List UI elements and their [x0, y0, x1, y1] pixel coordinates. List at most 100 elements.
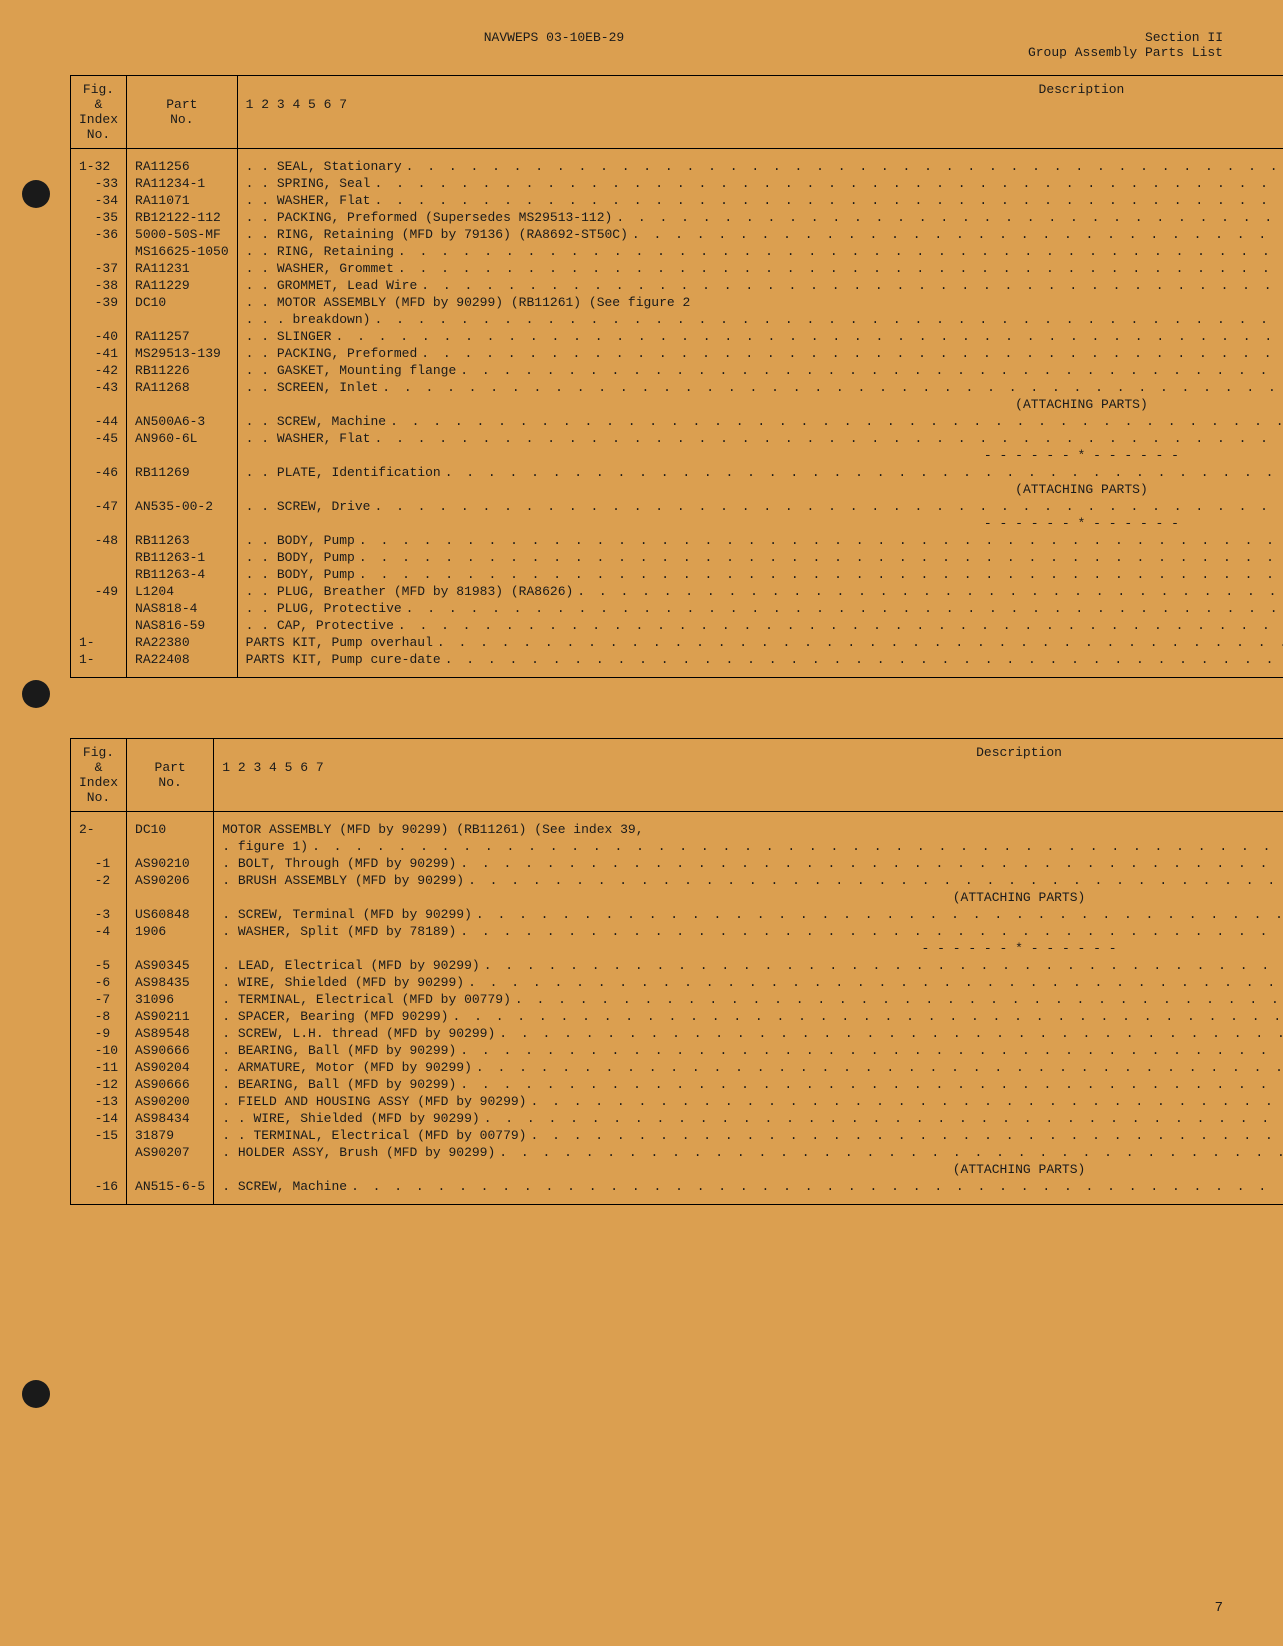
- description-cell: . . SLINGER . . . . . . . . . . . . . . …: [237, 328, 1283, 345]
- table-row: . figure 1) . . . . . . . . . . . . . . …: [71, 838, 1283, 855]
- table-row: -48RB11263. . BODY, Pump . . . . . . . .…: [71, 532, 1283, 549]
- parts-table-2: Fig. &IndexNo.PartNo.Description1 2 3 4 …: [70, 738, 1283, 1205]
- description-cell: . . PLUG, Protective . . . . . . . . . .…: [237, 600, 1283, 617]
- table-row: RB11263-4. . BODY, Pump . . . . . . . . …: [71, 566, 1283, 583]
- table-row: -3US60848. SCREW, Terminal (MFD by 90299…: [71, 906, 1283, 923]
- part-cell: L1204: [127, 583, 238, 600]
- page-header: NAVWEPS 03-10EB-29 Section II Group Asse…: [70, 30, 1233, 60]
- index-cell: -7: [71, 991, 127, 1008]
- part-cell: AS90200: [127, 1093, 214, 1110]
- part-cell: DC10: [127, 812, 214, 839]
- part-cell: AN535-00-2: [127, 498, 238, 515]
- part-cell: [127, 396, 238, 413]
- part-cell: AS90204: [127, 1059, 214, 1076]
- description-cell: . ARMATURE, Motor (MFD by 90299) . . . .…: [214, 1059, 1283, 1076]
- part-cell: AS98435: [127, 974, 214, 991]
- table-row: -46RB11269. . PLATE, Identification . . …: [71, 464, 1283, 481]
- table-row: (ATTACHING PARTS): [71, 481, 1283, 498]
- punch-hole: [22, 680, 50, 708]
- part-cell: RB11263-4: [127, 566, 238, 583]
- subtitle-label: Group Assembly Parts List: [1028, 45, 1223, 60]
- description-cell: - - - - - - * - - - - - -: [237, 515, 1283, 532]
- part-cell: RA22380: [127, 634, 238, 651]
- table-row: MS16625-1050. . RING, Retaining . . . . …: [71, 243, 1283, 260]
- part-cell: AN960-6L: [127, 430, 238, 447]
- part-cell: US60848: [127, 906, 214, 923]
- table-row: -41906. WASHER, Split (MFD by 78189) . .…: [71, 923, 1283, 940]
- part-cell: RA11231: [127, 260, 238, 277]
- description-cell: . . BODY, Pump . . . . . . . . . . . . .…: [237, 549, 1283, 566]
- index-cell: [71, 243, 127, 260]
- doc-number: NAVWEPS 03-10EB-29: [80, 30, 1028, 60]
- part-cell: [127, 838, 214, 855]
- part-cell: AS90210: [127, 855, 214, 872]
- description-cell: . . RING, Retaining . . . . . . . . . . …: [237, 243, 1283, 260]
- part-cell: [127, 447, 238, 464]
- table-row: -12AS90666. BEARING, Ball (MFD by 90299)…: [71, 1076, 1283, 1093]
- part-cell: RA11234-1: [127, 175, 238, 192]
- table-row: NAS816-59. . CAP, Protective . . . . . .…: [71, 617, 1283, 634]
- description-cell: . SPACER, Bearing (MFD 90299) . . . . . …: [214, 1008, 1283, 1025]
- table-row: NAS818-4. . PLUG, Protective . . . . . .…: [71, 600, 1283, 617]
- index-cell: -48: [71, 532, 127, 549]
- table-row: -10AS90666. BEARING, Ball (MFD by 90299)…: [71, 1042, 1283, 1059]
- description-cell: . . SEAL, Stationary . . . . . . . . . .…: [237, 149, 1283, 176]
- description-cell: (ATTACHING PARTS): [214, 1161, 1283, 1178]
- part-cell: 31096: [127, 991, 214, 1008]
- part-cell: NAS816-59: [127, 617, 238, 634]
- index-cell: -39: [71, 294, 127, 311]
- description-cell: (ATTACHING PARTS): [237, 481, 1283, 498]
- part-cell: [127, 515, 238, 532]
- description-cell: . . BODY, Pump . . . . . . . . . . . . .…: [237, 532, 1283, 549]
- table-row: -41MS29513-139. . PACKING, Preformed . .…: [71, 345, 1283, 362]
- description-cell: (ATTACHING PARTS): [214, 889, 1283, 906]
- part-cell: MS29513-139: [127, 345, 238, 362]
- index-cell: -4: [71, 923, 127, 940]
- index-cell: -40: [71, 328, 127, 345]
- index-cell: [71, 396, 127, 413]
- index-cell: -44: [71, 413, 127, 430]
- table-header: Fig. &IndexNo.PartNo.Description1 2 3 4 …: [71, 76, 1283, 149]
- part-cell: RB11226: [127, 362, 238, 379]
- table-body-2: 2-DC10MOTOR ASSEMBLY (MFD by 90299) (RB1…: [71, 812, 1283, 1205]
- description-cell: . . RING, Retaining (MFD by 79136) (RA86…: [237, 226, 1283, 243]
- index-cell: -37: [71, 260, 127, 277]
- table-row: -6AS98435. WIRE, Shielded (MFD by 90299)…: [71, 974, 1283, 991]
- part-cell: RA22408: [127, 651, 238, 678]
- part-cell: AS90666: [127, 1042, 214, 1059]
- table-row: -35RB12122-112. . PACKING, Preformed (Su…: [71, 209, 1283, 226]
- index-cell: [71, 1161, 127, 1178]
- part-cell: [127, 1161, 214, 1178]
- table-row: -8AS90211. SPACER, Bearing (MFD 90299) .…: [71, 1008, 1283, 1025]
- table-row: (ATTACHING PARTS): [71, 889, 1283, 906]
- index-cell: -6: [71, 974, 127, 991]
- table-row: (ATTACHING PARTS): [71, 396, 1283, 413]
- index-cell: [71, 481, 127, 498]
- parts-table-1: Fig. &IndexNo.PartNo.Description1 2 3 4 …: [70, 75, 1283, 678]
- table-row: 1-RA22408PARTS KIT, Pump cure-date . . .…: [71, 651, 1283, 678]
- table-row: - - - - - - * - - - - - -: [71, 515, 1283, 532]
- part-cell: [127, 481, 238, 498]
- index-cell: [71, 311, 127, 328]
- part-cell: AS90345: [127, 957, 214, 974]
- description-cell: . . WASHER, Grommet . . . . . . . . . . …: [237, 260, 1283, 277]
- description-cell: . . SCREEN, Inlet . . . . . . . . . . . …: [237, 379, 1283, 396]
- page-number: 7: [1215, 1600, 1223, 1616]
- description-cell: . . PACKING, Preformed . . . . . . . . .…: [237, 345, 1283, 362]
- part-cell: AS90666: [127, 1076, 214, 1093]
- part-cell: AN515-6-5: [127, 1178, 214, 1205]
- part-cell: RB11263-1: [127, 549, 238, 566]
- table-body-1: 1-32RA11256. . SEAL, Stationary . . . . …: [71, 149, 1283, 678]
- table-row: -16AN515-6-5. SCREW, Machine . . . . . .…: [71, 1178, 1283, 1205]
- table-row: - - - - - - * - - - - - -: [71, 447, 1283, 464]
- index-cell: [71, 889, 127, 906]
- index-cell: -1: [71, 855, 127, 872]
- part-cell: RA11071: [127, 192, 238, 209]
- part-cell: 1906: [127, 923, 214, 940]
- index-cell: -9: [71, 1025, 127, 1042]
- index-cell: [71, 600, 127, 617]
- description-cell: . SCREW, Terminal (MFD by 90299) . . . .…: [214, 906, 1283, 923]
- part-cell: RB12122-112: [127, 209, 238, 226]
- description-cell: . . . breakdown) . . . . . . . . . . . .…: [237, 311, 1283, 328]
- table-row: -731096. TERMINAL, Electrical (MFD by 00…: [71, 991, 1283, 1008]
